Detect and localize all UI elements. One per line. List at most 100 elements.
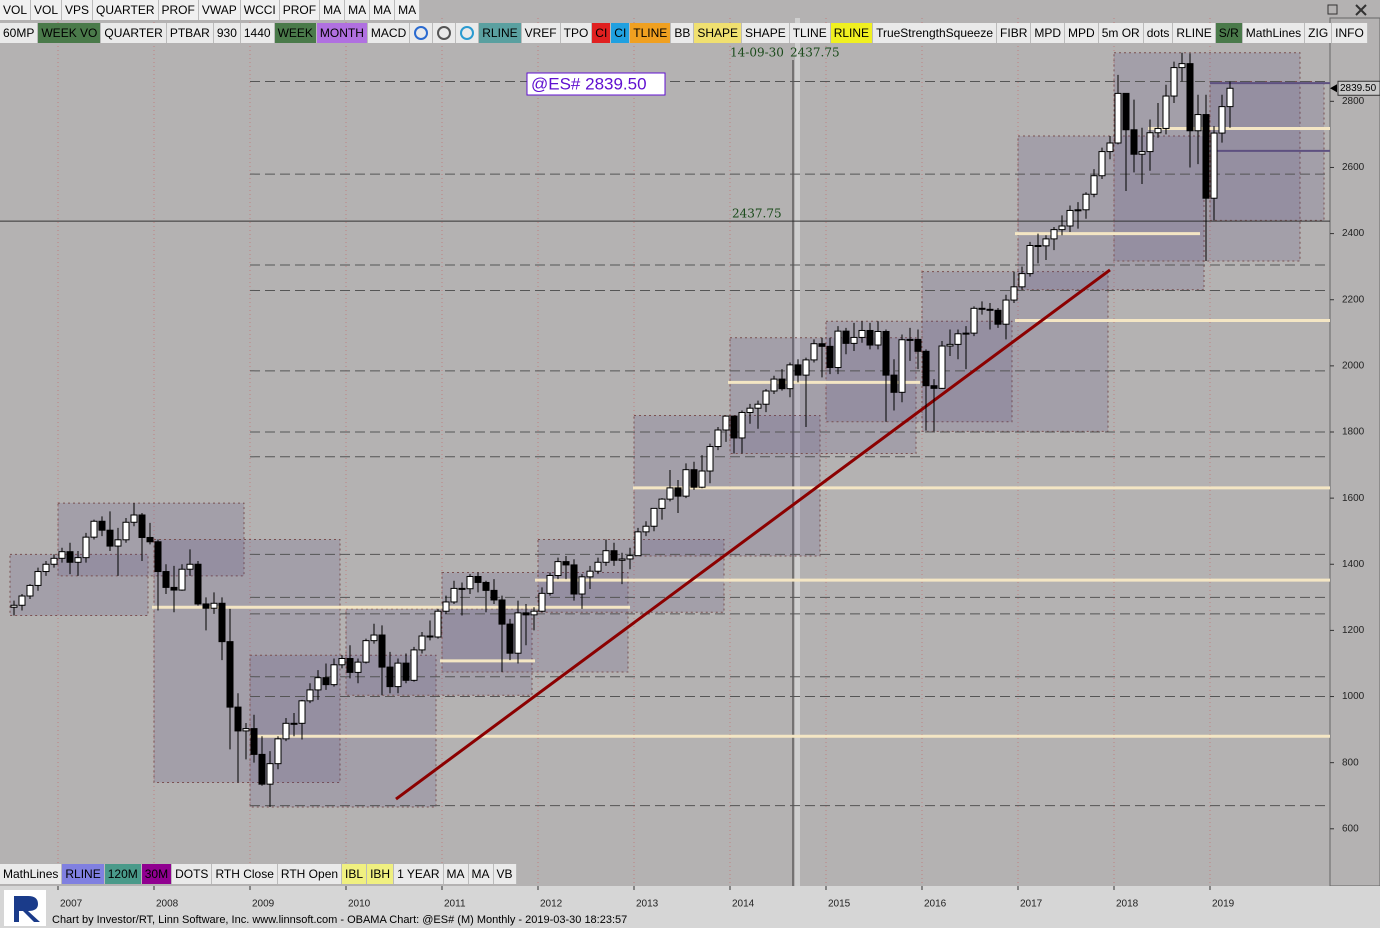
toolbar-button[interactable]: 1440 (241, 23, 275, 43)
trendline (395, 268, 1111, 801)
candle-body (442, 601, 450, 612)
candle-body (674, 487, 682, 497)
toolbar-button[interactable]: RLINE (62, 864, 105, 884)
toolbar-button[interactable]: RLINE (830, 23, 874, 43)
logo (4, 890, 46, 926)
candle-body (274, 738, 282, 765)
candle-body (562, 561, 570, 566)
close-icon[interactable] (1355, 4, 1367, 16)
candle-body (154, 541, 162, 573)
toolbar-button[interactable]: 930 (214, 23, 241, 43)
candle-body (946, 343, 954, 347)
candle-body (370, 634, 378, 642)
x-tick-label: 2014 (732, 899, 755, 910)
toolbar-button[interactable]: IBH (367, 864, 395, 884)
toolbar-button[interactable]: WEEK (274, 23, 317, 43)
toolbar-button[interactable]: TPO (561, 23, 593, 43)
toolbar-button[interactable]: MONTH (316, 23, 368, 43)
toolbar-button[interactable]: BB (671, 23, 695, 43)
toolbar-button[interactable]: MA (320, 0, 346, 20)
toolbar-button[interactable]: RTH Open (278, 864, 343, 884)
toolbar-button[interactable]: MPD (1065, 23, 1099, 43)
candle-body (122, 521, 130, 541)
candle-body (34, 571, 42, 586)
toolbar-button[interactable]: PTBAR (167, 23, 214, 43)
toolbar-button[interactable]: INFO (1332, 23, 1368, 43)
toolbar-button[interactable]: VREF (522, 23, 561, 43)
candle-body (306, 689, 314, 702)
toolbar-button[interactable]: WCCI (241, 0, 280, 20)
toolbar-button[interactable]: DOTS (172, 864, 213, 884)
candle-body (970, 307, 978, 334)
toolbar-button[interactable]: MA (370, 0, 396, 20)
toolbar-button[interactable]: WEEK VO (38, 23, 102, 43)
toolbar-button[interactable]: S/R (1215, 23, 1243, 43)
window-controls[interactable] (1326, 2, 1376, 18)
toolbar-icon[interactable] (433, 23, 457, 43)
toolbar-button[interactable]: IBL (342, 864, 368, 884)
toolbar-button[interactable]: TLINE (630, 23, 672, 43)
toolbar-button[interactable]: dots (1144, 23, 1174, 43)
toolbar-button[interactable]: 120M (104, 864, 142, 884)
plot-bg (0, 18, 1330, 886)
x-tick-label: 2013 (636, 899, 659, 910)
toolbar-button[interactable]: TrueStrengthSqueeze (873, 23, 998, 43)
candle-body (314, 677, 322, 691)
x-tick-label: 2011 (444, 899, 466, 910)
y-tick-label: 1800 (1342, 427, 1365, 438)
toolbar-button[interactable]: SHAPE (742, 23, 790, 43)
toolbar-button[interactable]: RLINE (479, 23, 522, 43)
toolbar-icon[interactable] (456, 23, 480, 43)
x-tick-label: 2017 (1020, 899, 1043, 910)
candle-body (170, 586, 178, 591)
toolbar-button[interactable]: VWAP (199, 0, 241, 20)
toolbar-button[interactable]: TLINE (790, 23, 831, 43)
toolbar-button[interactable]: VOL (0, 0, 32, 20)
toolbar-button[interactable]: 5m OR (1099, 23, 1144, 43)
toolbar-button[interactable]: PROF (280, 0, 321, 20)
toolbar-button[interactable]: FIBR (997, 23, 1032, 43)
candle-body (682, 469, 690, 497)
toolbar-button[interactable]: PROF (159, 0, 199, 20)
toolbar-button[interactable]: QUARTER (101, 23, 167, 43)
toolbar-button[interactable]: 30M (141, 864, 173, 884)
toolbar-button[interactable]: MA (395, 0, 421, 20)
toolbar-button[interactable]: ZIG (1305, 23, 1333, 43)
toolbar-button[interactable]: MathLines (1243, 23, 1306, 43)
candle-body (330, 664, 338, 686)
toolbar-button[interactable]: SHAPE (694, 23, 743, 43)
candle-body (1042, 238, 1050, 247)
toolbar-button[interactable]: VB (494, 864, 517, 884)
toolbar-button[interactable]: MA (345, 0, 371, 20)
crosshair-band (795, 18, 800, 886)
candle-body (978, 307, 986, 310)
candle-body (434, 610, 442, 638)
restore-icon[interactable] (1327, 4, 1338, 15)
candle-body (538, 592, 546, 612)
candle-body (1170, 67, 1178, 97)
candle-body (26, 584, 34, 597)
toolbar-button[interactable]: MA (444, 864, 469, 884)
toolbar-button[interactable]: CI (592, 23, 612, 43)
candle-body (658, 498, 666, 509)
toolbar-button[interactable]: CI (611, 23, 631, 43)
toolbar-button[interactable]: 60MP (0, 23, 39, 43)
candle-body (482, 581, 490, 591)
candle-body (666, 487, 674, 500)
toolbar-button[interactable]: QUARTER (93, 0, 159, 20)
toolbar-button[interactable]: MathLines (0, 864, 63, 884)
candle-body (1162, 95, 1170, 129)
toolbar-icon[interactable] (410, 23, 434, 43)
toolbar-button[interactable]: VOL (31, 0, 63, 20)
candle-body (1058, 225, 1066, 231)
candle-body (650, 507, 658, 527)
toolbar-button[interactable]: MA (469, 864, 494, 884)
toolbar-button[interactable]: MACD (368, 23, 411, 43)
toolbar-button[interactable]: MPD (1031, 23, 1066, 43)
toolbar-button[interactable]: RLINE (1173, 23, 1216, 43)
toolbar-button[interactable]: VPS (62, 0, 94, 20)
toolbar-button[interactable]: RTH Close (212, 864, 278, 884)
candle-body (778, 378, 786, 390)
toolbar-button[interactable]: 1 YEAR (394, 864, 444, 884)
